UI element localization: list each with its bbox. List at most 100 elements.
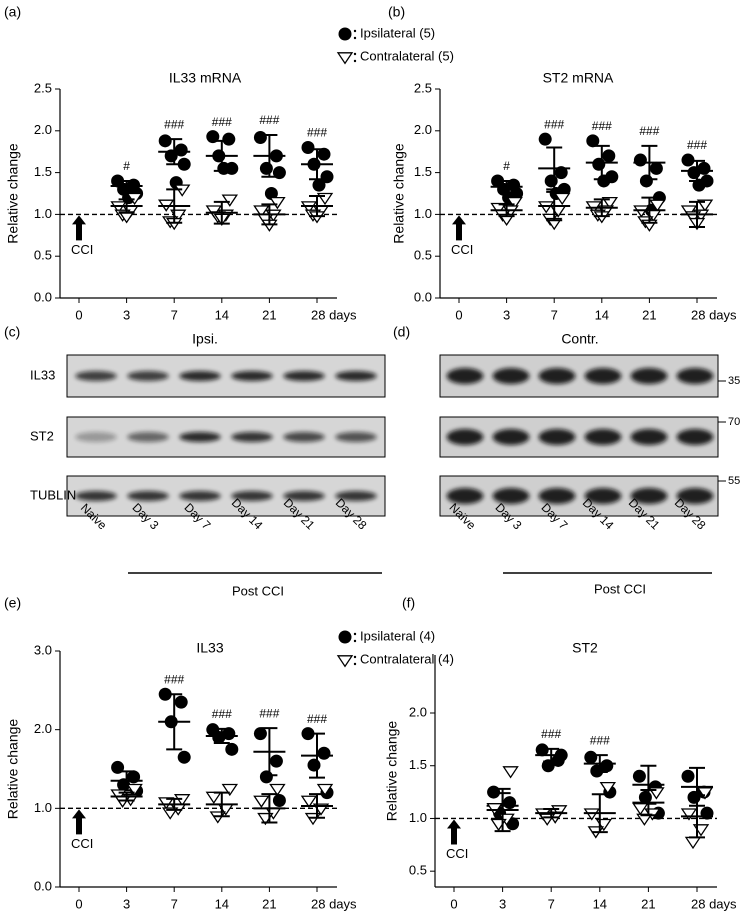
contralateral-point — [636, 813, 653, 826]
blot-band — [283, 371, 325, 381]
significance-label: # — [503, 159, 510, 173]
chart-title: IL33 mRNA — [169, 70, 242, 86]
contralateral-point — [684, 836, 702, 850]
contralateral-point — [269, 783, 286, 797]
cci-arrow — [452, 215, 466, 241]
error-bar — [309, 732, 325, 779]
ipsilateral-point — [158, 687, 172, 701]
blot-band — [676, 429, 714, 445]
significance-label: ### — [639, 124, 659, 138]
error-bar — [593, 198, 610, 218]
significance-label: ### — [592, 119, 612, 133]
ipsilateral-point — [681, 153, 695, 167]
contralateral-point — [253, 795, 270, 808]
ipsilateral-point — [307, 758, 321, 772]
ipsilateral-point — [338, 630, 352, 644]
contralateral-point — [110, 201, 127, 214]
blot-band — [538, 429, 576, 445]
contralateral-point — [269, 197, 286, 210]
group-label: Post CCI — [594, 581, 646, 596]
error-bar — [309, 793, 325, 819]
legend-colon — [353, 59, 357, 63]
significance-label: ### — [212, 115, 232, 129]
blot-band — [492, 488, 530, 504]
blot-band — [492, 429, 530, 445]
legend-colon — [353, 52, 357, 56]
ipsilateral-point — [217, 161, 231, 175]
ipsilateral-point — [639, 174, 653, 188]
blot-band — [179, 491, 221, 501]
error-bar — [689, 794, 705, 839]
significance-label: ### — [259, 706, 279, 720]
legend-label: Contralateral (5) — [360, 48, 454, 63]
ipsilateral-point — [600, 759, 614, 773]
contralateral-point — [126, 783, 143, 797]
contralateral-point — [537, 201, 555, 214]
blot-row — [66, 354, 386, 398]
size-marker: 70 — [728, 416, 740, 428]
error-bar — [213, 791, 230, 818]
error-bar — [689, 159, 705, 182]
blot-row — [66, 475, 386, 517]
error-bar — [166, 693, 183, 751]
error-bar — [213, 200, 230, 225]
blot-band — [231, 432, 273, 442]
error-bar — [261, 793, 278, 824]
ipsilateral-point — [312, 178, 326, 192]
ipsilateral-point — [487, 785, 501, 799]
contralateral-point — [300, 795, 318, 808]
y-axis-label: Relative change — [5, 143, 21, 244]
significance-label: ### — [259, 113, 279, 127]
blot-band — [283, 432, 325, 442]
blot-band — [127, 491, 169, 501]
blot-band — [630, 429, 668, 445]
contralateral-point — [253, 205, 270, 218]
row-label: ST2 — [30, 428, 54, 443]
legend-colon — [353, 639, 357, 643]
blot-band — [179, 432, 221, 442]
y-tick-label: 1.0 — [409, 810, 427, 825]
arrow-label: CCI — [451, 242, 473, 257]
contralateral-point — [173, 184, 191, 197]
error-bar — [309, 148, 325, 181]
ipsilateral-point — [592, 157, 606, 171]
y-axis-label: Relative change — [391, 143, 407, 244]
x-tick-label: 0 — [455, 307, 462, 322]
blot-band — [231, 371, 273, 381]
ipsilateral-point — [535, 743, 549, 757]
ipsilateral-point — [158, 134, 172, 148]
contralateral-point — [632, 803, 649, 816]
error-bar — [213, 727, 230, 745]
ipsilateral-point — [174, 695, 188, 709]
error-bar — [641, 144, 658, 181]
panel-label: (e) — [4, 595, 21, 611]
contralateral-point — [316, 783, 334, 797]
x-tick-label: 28 days — [311, 307, 357, 322]
y-tick-label: 0.5 — [409, 863, 427, 878]
legend-label: Ipsilateral (5) — [360, 25, 435, 40]
blot-band — [676, 488, 714, 504]
x-tick-label: 0 — [75, 896, 82, 911]
y-tick-label: 1.5 — [414, 164, 432, 179]
y-tick-label: 0.0 — [34, 878, 52, 893]
ipsilateral-point — [317, 746, 331, 760]
y-tick-label: 1.0 — [34, 800, 52, 815]
cci-arrow — [447, 819, 461, 845]
significance-label: ### — [307, 712, 327, 726]
error-bar — [543, 747, 560, 763]
blot-band — [446, 488, 484, 504]
significance-label: ### — [164, 117, 184, 131]
y-tick-label: 2.5 — [34, 80, 52, 95]
blot-title: Contr. — [561, 331, 598, 347]
blot-band — [335, 491, 377, 501]
blot-band — [630, 368, 668, 384]
cci-arrow — [72, 809, 86, 835]
ipsilateral-point — [538, 132, 552, 146]
x-tick-label: 21 — [262, 307, 276, 322]
contralateral-point — [300, 201, 318, 214]
blot-band — [538, 368, 576, 384]
ipsilateral-point — [633, 153, 647, 167]
x-tick-label: 14 — [593, 896, 607, 911]
y-tick-label: 1.5 — [34, 164, 52, 179]
contralateral-point — [696, 787, 714, 800]
